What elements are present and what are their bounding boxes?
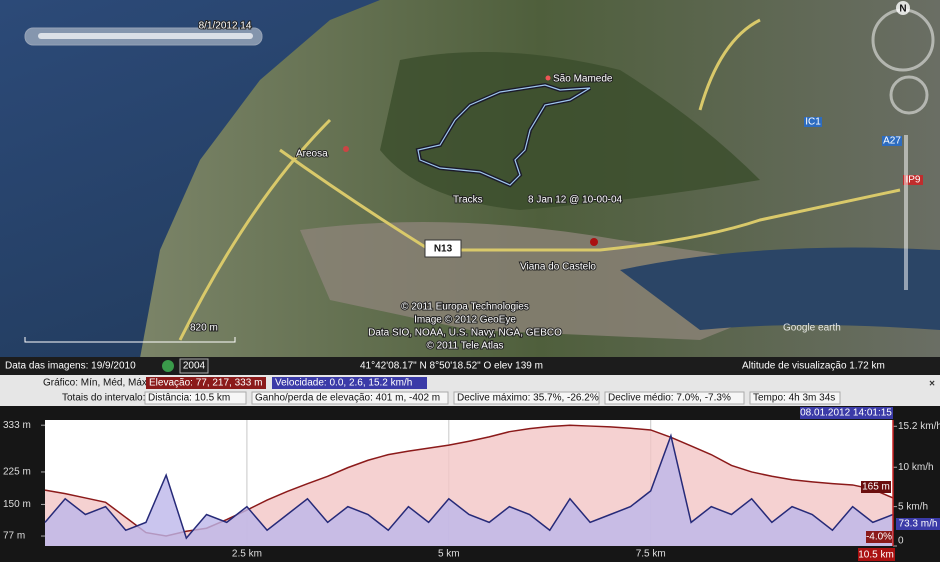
cursor-box: [866, 531, 892, 543]
map-view[interactable]: [0, 0, 940, 358]
road-shield: [424, 239, 462, 258]
totals-label: Totais do intervalo:: [62, 393, 145, 404]
series-line: [44, 433, 894, 540]
copyright: © 2011 Europa Technologies Image © 2012 …: [367, 301, 563, 353]
road-label: A27: [883, 136, 901, 147]
speed-stats: Velocidade: 0.0, 2.6, 15.2 km/h: [275, 378, 412, 389]
time-slider-label: 8/1/2012 14: [199, 21, 252, 32]
elevation-stats-box[interactable]: [146, 377, 266, 389]
copyright-line: © 2011 Tele Atlas: [426, 341, 503, 352]
cursor-box: [858, 548, 895, 561]
cursor-elevation: 165 m: [862, 482, 890, 493]
elevation-stats: Elevação: 77, 217, 333 m: [149, 378, 262, 389]
y-tick-label: 77 m: [3, 531, 25, 542]
close-button[interactable]: ×: [929, 379, 935, 390]
timestamp-box: [800, 407, 893, 419]
cursor-distance: 10.5 km: [858, 550, 894, 561]
year-box[interactable]: [179, 358, 209, 374]
totals-box: [604, 391, 745, 405]
y-tick-label: 225 m: [3, 467, 31, 478]
plot: 2.5 km 5 km 7.5 km 333 m 225 m 150 m 77 m 15.2 …: [3, 420, 940, 560]
road-label: IC1: [805, 117, 821, 128]
y-tick-label: 333 m: [3, 420, 31, 431]
track-date: 8 Jan 12 @ 10-00-04: [528, 195, 623, 206]
roads: [178, 18, 901, 341]
totals: Distância: 10.5 km Ganho/perda de elevaçã…: [144, 391, 841, 405]
place-label: Areosa: [296, 149, 328, 160]
place-dot: [343, 146, 349, 152]
scale-label: 820 m: [190, 323, 218, 334]
place-label: São Mamede: [553, 74, 613, 85]
city-label: Viana do Castelo: [520, 262, 596, 273]
road-shield: [882, 136, 902, 146]
status-bar: [0, 357, 940, 375]
y-tick-label: 150 m: [3, 499, 31, 510]
place-dot: [590, 238, 598, 246]
road-shield: [903, 175, 923, 185]
x-tick-label: 5 km: [438, 549, 460, 560]
totals-item: Distância: 10.5 km: [148, 393, 230, 404]
totals-box: [453, 391, 600, 405]
compass-label: N: [899, 4, 906, 15]
copyright-line: © 2011 Europa Technologies: [401, 302, 529, 313]
river: [620, 247, 940, 330]
imagery-date: Data das imagens: 19/9/2010: [5, 361, 136, 372]
time-slider-track: [38, 33, 253, 39]
place-dot: [545, 75, 551, 81]
history-icon[interactable]: [162, 360, 174, 372]
road-shield: [804, 117, 822, 127]
cursor-box: [861, 481, 891, 493]
scale-bar: [24, 337, 236, 343]
stats-label: Gráfico: Mín, Méd, Máx: [43, 378, 147, 389]
y2-tick-label: 0: [898, 536, 904, 547]
road-label: N13: [434, 244, 453, 255]
cursor-box: [896, 518, 940, 530]
cursor-slope: -4.0%: [866, 532, 892, 543]
cursor-speed: 73.3 m/h: [899, 519, 938, 530]
compass-n[interactable]: [896, 1, 910, 15]
copyright-line: Data SIO, NOAA, U.S. Navy, NGA, GEBCO: [368, 328, 562, 339]
move-ring[interactable]: [889, 75, 929, 115]
speed-stats-box[interactable]: [272, 377, 427, 389]
totals-item: Declive médio: 7.0%, -7.3%: [608, 393, 731, 404]
totals-box: [144, 391, 247, 405]
totals-item: Declive máximo: 35.7%, -26.2%: [457, 393, 599, 404]
totals-box: [749, 391, 841, 405]
x-tick-label: 7.5 km: [636, 549, 666, 560]
series-line: [44, 424, 894, 537]
y2-tick-label: 15.2 km/h: [898, 421, 940, 432]
eye-altitude: Altitude de visualização 1.72 km: [742, 361, 885, 372]
copyright-line: Image © 2012 GeoEye: [414, 315, 516, 326]
timestamp: 08.01.2012 14:01:15: [800, 408, 892, 419]
track-name: Tracks: [453, 195, 483, 206]
navigation-controls[interactable]: N: [871, 1, 935, 290]
x-tick-label: 2.5 km: [232, 549, 262, 560]
totals-item: Ganho/perda de elevação: 401 m, -402 m: [255, 393, 440, 404]
road-label: IP9: [905, 175, 920, 186]
totals-item: Tempo: 4h 3m 34s: [753, 393, 835, 404]
y2-tick-label: 5 km/h: [898, 501, 928, 512]
logo: Google earth: [783, 323, 841, 334]
year: 2004: [183, 361, 206, 372]
totals-box: [251, 391, 449, 405]
y2-tick-label: 10 km/h: [898, 462, 934, 473]
gps-track-highlight: [417, 84, 591, 186]
coordinates: 41°42'08.17" N 8°50'18.52" O elev 139 m: [360, 361, 543, 372]
